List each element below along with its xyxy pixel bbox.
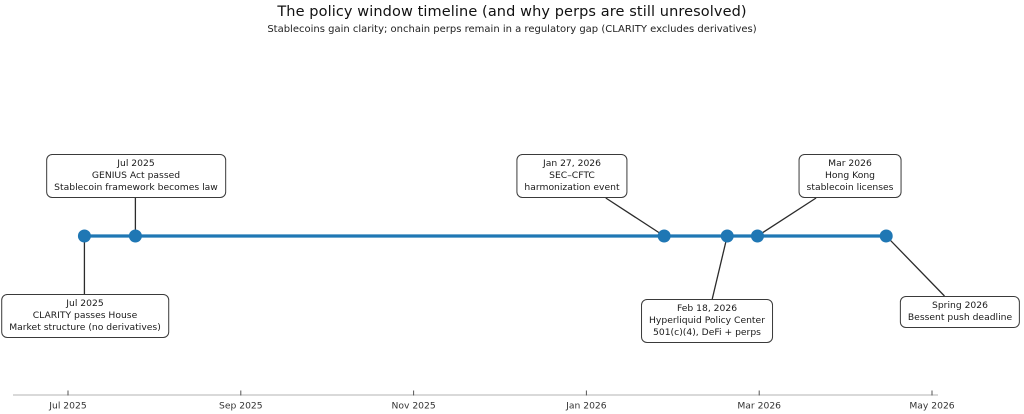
event-annotation-line: Hyperliquid Policy Center xyxy=(649,315,765,326)
timeline-event-marker xyxy=(720,229,734,243)
axis-tick-label: Mar 2026 xyxy=(737,401,781,412)
event-annotation-line: stablecoin licenses xyxy=(806,182,894,193)
timeline-event-marker xyxy=(128,229,142,243)
event-annotation-line: Hong Kong xyxy=(825,170,875,181)
event-annotation-line: harmonization event xyxy=(524,182,620,193)
leader-line xyxy=(885,235,945,297)
event-date: Jul 2025 xyxy=(66,298,104,309)
event-date: Jul 2025 xyxy=(117,158,155,169)
event-annotation: Spring 2026 Bessent push deadline xyxy=(899,296,1021,328)
event-annotation: Feb 18, 2026 Hyperliquid Policy Center 501… xyxy=(641,299,773,343)
event-annotation-line: Market structure (no derivatives) xyxy=(9,322,161,333)
event-annotation-line: Stablecoin framework becomes law xyxy=(54,182,218,193)
event-annotation-line: GENIUS Act passed xyxy=(91,170,181,181)
leader-line xyxy=(711,235,728,300)
event-annotation-line: CLARITY passes House xyxy=(32,310,138,321)
axis-tick-label: Jul 2025 xyxy=(48,401,87,412)
axis-tick-label: May 2026 xyxy=(909,401,954,412)
event-annotation: Mar 2026 Hong Kong stablecoin licenses xyxy=(798,154,902,198)
axis-tick-label: Nov 2025 xyxy=(391,401,435,412)
timeline-event-marker xyxy=(77,229,91,243)
chart-subtitle: Stablecoins gain clarity; onchain perps … xyxy=(267,24,757,35)
event-date: Feb 18, 2026 xyxy=(676,303,738,314)
event-date: Spring 2026 xyxy=(932,300,988,311)
axis-tick-label: Jan 2026 xyxy=(565,401,607,412)
event-annotation: Jul 2025 GENIUS Act passed Stablecoin fram… xyxy=(46,154,226,198)
timeline-event-marker xyxy=(750,229,764,243)
event-annotation-line: Bessent push deadline xyxy=(907,312,1013,323)
leader-line xyxy=(757,197,817,237)
event-annotation: Jan 27, 2026 SEC–CFTC harmonization event xyxy=(516,154,628,198)
axis-tick-label: Sep 2025 xyxy=(219,401,263,412)
timeline-event-marker xyxy=(657,229,671,243)
event-annotation: Jul 2025 CLARITY passes House Market struc… xyxy=(1,294,169,338)
event-annotation-line: 501(c)(4), DeFi + perps xyxy=(653,327,761,338)
event-annotation-line: SEC–CFTC xyxy=(549,170,595,181)
event-date: Mar 2026 xyxy=(828,158,872,169)
chart-title: The policy window timeline (and why perp… xyxy=(277,4,747,20)
event-date: Jan 27, 2026 xyxy=(543,158,601,169)
timeline-event-marker xyxy=(879,229,893,243)
leader-line xyxy=(605,197,665,237)
